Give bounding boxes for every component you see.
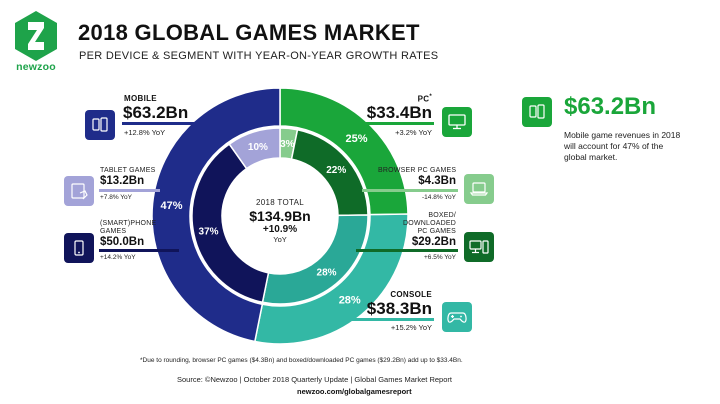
outer-label-console: 28% [339, 295, 361, 307]
outer-slice-mobile [151, 87, 281, 343]
console-label: CONSOLE [390, 290, 432, 299]
smartphone-label-line1: (SMART)PHONE [100, 220, 157, 227]
smartphone-icon-box [64, 233, 94, 263]
two-phones-icon [92, 117, 108, 132]
console-value: $38.3Bn [366, 299, 432, 318]
mobile-icon-box [85, 110, 115, 140]
browser-pc-value: $4.3Bn [418, 175, 456, 187]
pc-icon-box [442, 107, 472, 137]
tablet-hand-icon [71, 183, 88, 200]
center-growth: +10.9% [262, 224, 298, 235]
center-title: 2018 TOTAL [256, 198, 304, 207]
pc-label-text: PC [417, 94, 430, 104]
boxed-pc-leader-line [356, 249, 458, 252]
console-yoy: +15.2% YoY [390, 323, 432, 332]
boxed-pc-label-line3: PC GAMES [417, 228, 456, 235]
smartphone-icon [74, 240, 84, 256]
browser-pc-leader-line [362, 189, 458, 192]
boxed-pc-icon-box [464, 232, 494, 262]
inner-label-tablet-games: 10% [248, 142, 268, 153]
page-subtitle: PER DEVICE & SEGMENT WITH YEAR-ON-YEAR G… [79, 50, 439, 62]
pc-label: PC* [380, 94, 432, 104]
boxed-pc-label-line2: DOWNLOADED [403, 220, 456, 227]
desktop-tower-icon [469, 240, 489, 254]
boxed-pc-label-line1: BOXED/ [428, 212, 456, 219]
boxed-pc-value: $29.2Bn [411, 236, 456, 248]
footnote: *Due to rounding, browser PC games ($4.3… [140, 357, 463, 364]
pc-leader-line [320, 122, 434, 125]
console-icon-box [442, 302, 472, 332]
browser-pc-label: BROWSER PC GAMES [378, 167, 457, 174]
callout-icon-box [522, 97, 552, 127]
pc-value: $33.4Bn [366, 103, 432, 122]
boxed-pc-yoy: +6.5% YoY [424, 254, 456, 261]
center-growth-unit: YoY [273, 235, 287, 244]
outer-label-mobile: 47% [161, 200, 183, 212]
donut-center [222, 158, 338, 274]
inner-label-console: 28% [317, 268, 337, 279]
callout-text: Mobile game revenues in 2018 will accoun… [564, 130, 681, 162]
smartphone-leader-line [99, 249, 179, 252]
mobile-yoy: +12.8% YoY [124, 128, 166, 137]
callout-value: $63.2Bn [564, 93, 657, 120]
tablet-yoy: +7.8% YoY [100, 194, 132, 201]
mobile-leader-line [122, 122, 240, 125]
outer-ring: 25% 28% 47% [151, 87, 409, 345]
laptop-icon [469, 182, 489, 196]
source-line: Source: ©Newzoo | October 2018 Quarterly… [177, 375, 452, 384]
tablet-icon-box [64, 176, 94, 206]
monitor-icon [448, 114, 466, 130]
inner-label-smart-phone-games: 37% [199, 227, 219, 238]
center-total: $134.9Bn [249, 208, 311, 224]
inner-label-boxed-downloaded-pc-games: 22% [326, 165, 346, 176]
brand-name: newzoo [16, 61, 56, 73]
smartphone-value: $50.0Bn [100, 236, 145, 248]
newzoo-logo-icon [15, 11, 57, 61]
mobile-value: $63.2Bn [123, 103, 189, 122]
pc-yoy: +3.2% YoY [395, 128, 432, 137]
tablet-value: $13.2Bn [100, 175, 145, 187]
smartphone-label-line2: GAMES [100, 228, 127, 235]
console-leader-line [328, 318, 434, 321]
inner-label-browser-pc-games: 3% [280, 139, 295, 150]
tablet-label: TABLET GAMES [100, 167, 156, 174]
pc-footnote-mark: * [429, 94, 432, 100]
page-title: 2018 GLOBAL GAMES MARKET [78, 20, 420, 45]
browser-pc-icon-box [464, 174, 494, 204]
gamepad-icon [447, 312, 467, 323]
tablet-leader-line [99, 189, 160, 192]
browser-pc-yoy: -14.8% YoY [422, 194, 456, 201]
report-url[interactable]: newzoo.com/globalgamesreport [297, 387, 412, 396]
two-phones-icon [529, 104, 545, 119]
smartphone-yoy: +14.2% YoY [100, 254, 136, 261]
chart-center-label: 2018 TOTAL $134.9Bn +10.9% YoY [225, 198, 335, 244]
mobile-label: MOBILE [124, 94, 157, 103]
outer-label-pc: 25% [345, 133, 367, 145]
